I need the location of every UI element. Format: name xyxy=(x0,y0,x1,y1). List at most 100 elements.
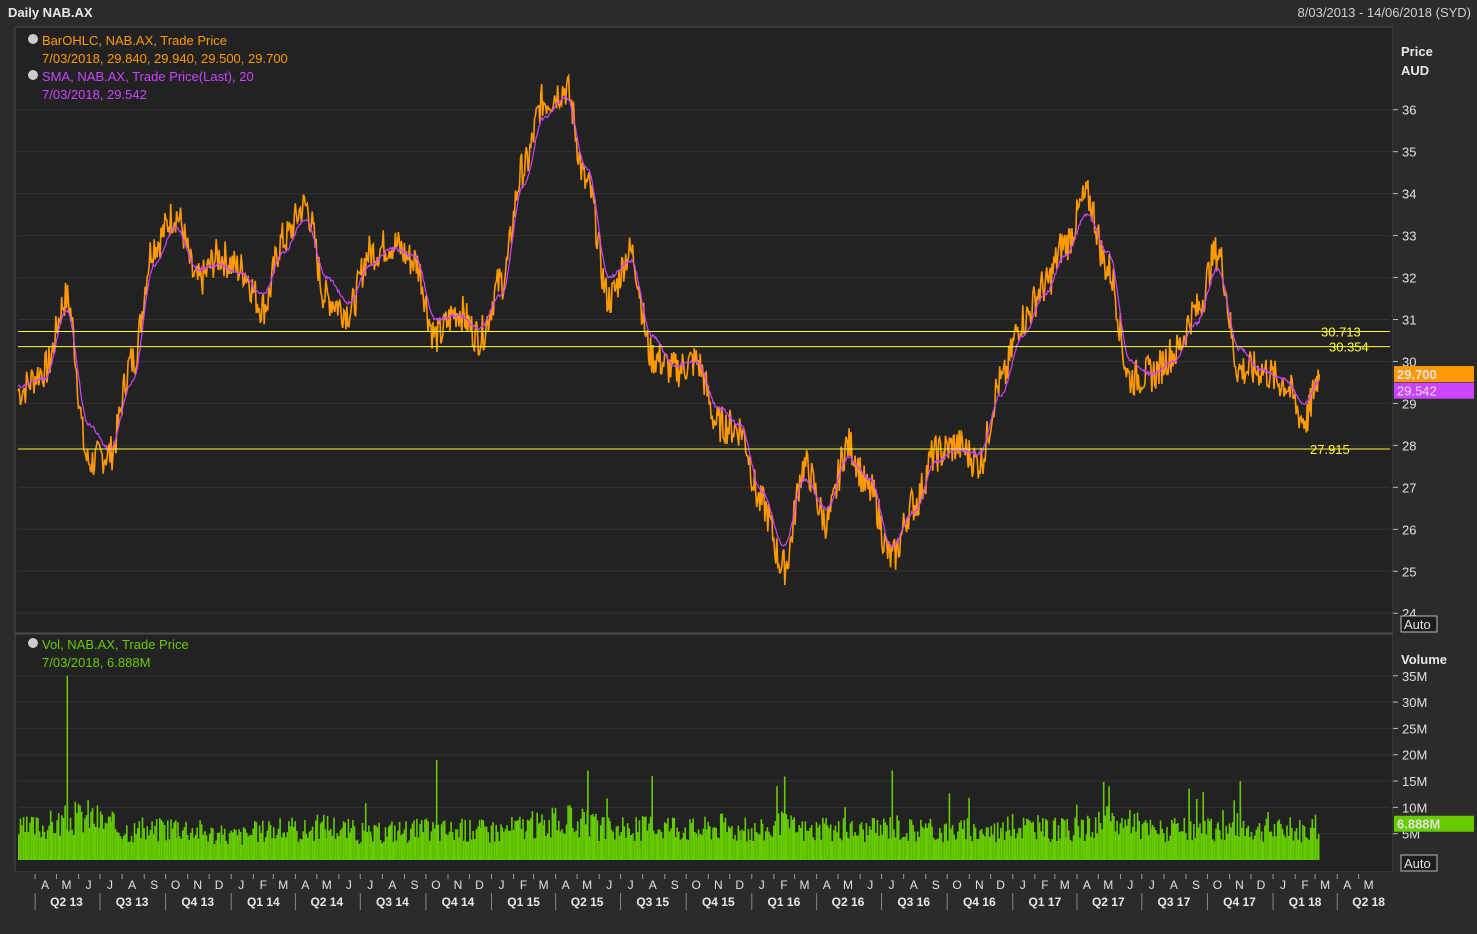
volume-bar xyxy=(308,831,311,860)
x-month-label: S xyxy=(1192,878,1200,892)
volume-bar xyxy=(1252,839,1254,860)
volume-bar xyxy=(300,839,303,860)
x-month-label: M xyxy=(843,878,853,892)
volume-bar xyxy=(1306,838,1309,860)
volume-bar xyxy=(1071,841,1073,860)
x-quarter-label: Q1 14 xyxy=(247,895,280,909)
info-icon[interactable] xyxy=(28,638,38,648)
volume-bar xyxy=(1280,824,1282,860)
x-month-label: A xyxy=(128,878,136,892)
volume-bar xyxy=(609,821,611,860)
volume-bar xyxy=(755,832,758,860)
volume-bar xyxy=(118,832,120,860)
volume-bar xyxy=(207,841,209,860)
volume-bar xyxy=(241,844,243,860)
x-month-label: F xyxy=(1041,878,1048,892)
price-auto-label[interactable]: Auto xyxy=(1404,617,1431,632)
volume-bar xyxy=(99,811,102,860)
volume-bar xyxy=(523,839,526,860)
volume-bar xyxy=(1194,837,1197,860)
volume-bar xyxy=(341,828,343,860)
info-icon[interactable] xyxy=(28,70,38,80)
legend-vol-value: 7/03/2018, 6.888M xyxy=(42,655,150,670)
x-month-label: N xyxy=(714,878,723,892)
volume-bar xyxy=(1311,819,1314,860)
volume-bar xyxy=(710,839,713,860)
x-month-label: J xyxy=(628,878,634,892)
volume-bar xyxy=(752,841,755,860)
volume-bar xyxy=(1158,834,1160,860)
volume-bar xyxy=(996,822,999,860)
volume-bar xyxy=(727,826,730,860)
x-month-label: N xyxy=(193,878,202,892)
volume-bar xyxy=(228,833,231,860)
x-month-label: D xyxy=(996,878,1005,892)
volume-bar xyxy=(741,829,743,860)
x-month-label: F xyxy=(1301,878,1308,892)
volume-bar xyxy=(315,820,317,860)
volume-bar xyxy=(977,838,980,860)
volume-bar xyxy=(358,843,361,860)
x-month-label: M xyxy=(278,878,288,892)
volume-bar xyxy=(269,824,272,860)
volume-bar xyxy=(76,812,78,860)
volume-bar xyxy=(512,829,515,860)
volume-bar xyxy=(1316,839,1318,860)
volume-bar xyxy=(1284,837,1287,860)
price-auto-button[interactable] xyxy=(1400,615,1438,633)
volume-bar xyxy=(1121,817,1123,860)
volume-bar xyxy=(93,823,95,860)
volume-bar xyxy=(129,841,131,860)
volume-bar xyxy=(22,817,25,860)
volume-bar xyxy=(1015,838,1017,860)
info-icon[interactable] xyxy=(28,34,38,44)
volume-bar xyxy=(746,841,748,860)
volume-bar xyxy=(963,820,966,860)
volume-bar xyxy=(640,840,642,860)
volume-bar xyxy=(383,841,385,860)
volume-auto-label[interactable]: Auto xyxy=(1404,856,1431,871)
volume-bar xyxy=(107,816,110,860)
volume-bar xyxy=(612,831,614,860)
volume-bar xyxy=(239,832,242,860)
volume-bar xyxy=(1276,821,1279,860)
volume-bar xyxy=(250,835,253,860)
volume-bar xyxy=(1287,836,1290,860)
volume-bar xyxy=(461,818,463,860)
volume-bar xyxy=(276,834,278,860)
volume-bar xyxy=(893,829,895,860)
volume-bar xyxy=(366,831,369,860)
volume-bar xyxy=(196,827,198,860)
price-tick-label: 25 xyxy=(1402,564,1416,579)
volume-bar xyxy=(74,801,77,860)
volume-bar xyxy=(448,831,451,860)
volume-bar xyxy=(133,823,136,860)
x-month-label: M xyxy=(800,878,810,892)
volume-bar xyxy=(686,839,688,860)
volume-bar xyxy=(522,819,524,860)
price-panel[interactable] xyxy=(14,26,1394,634)
volume-bar xyxy=(43,831,46,860)
volume-bar xyxy=(470,839,473,860)
volume-bar xyxy=(289,826,292,860)
volume-bar xyxy=(500,824,502,860)
volume-bar xyxy=(687,840,690,860)
volume-bar xyxy=(477,826,479,860)
legend-sma-value: 7/03/2018, 29.542 xyxy=(42,87,147,102)
volume-bar xyxy=(183,827,186,860)
volume-bar xyxy=(375,825,377,860)
volume-bar xyxy=(842,818,845,860)
volume-bar xyxy=(246,832,248,860)
volume-bar xyxy=(286,832,289,860)
x-quarter-label: Q1 16 xyxy=(768,895,801,909)
volume-bar xyxy=(146,826,149,860)
volume-bar xyxy=(88,827,91,860)
volume-bar xyxy=(294,821,297,860)
x-month-label: O xyxy=(1213,878,1222,892)
volume-bar xyxy=(1064,837,1067,860)
volume-auto-button[interactable] xyxy=(1400,854,1438,872)
volume-bar xyxy=(262,820,264,860)
x-month-label: J xyxy=(238,878,244,892)
x-quarter-label: Q1 17 xyxy=(1029,895,1062,909)
